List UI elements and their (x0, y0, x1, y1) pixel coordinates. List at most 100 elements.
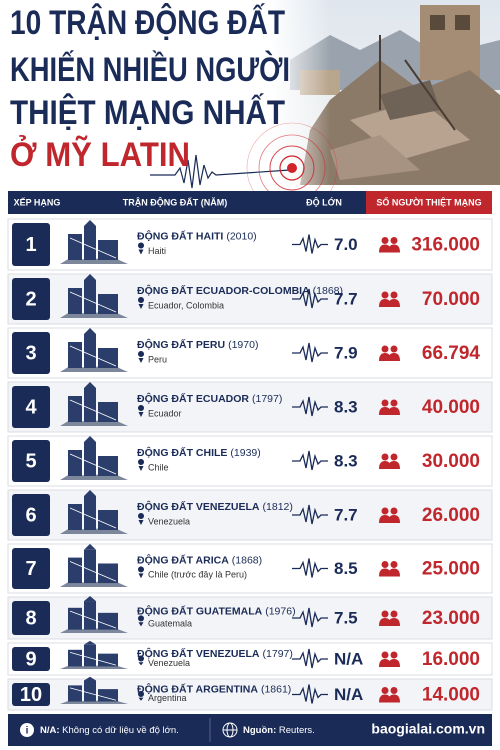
location: Venezuela (148, 516, 190, 526)
head (381, 651, 389, 659)
table-row: 10 ĐỘNG ĐẤT ARGENTINA (1861)Argentina N/A 14… (7, 676, 493, 711)
wave-icon (292, 288, 328, 309)
location: Venezuela (148, 658, 190, 668)
rank: 2 (25, 288, 36, 310)
head (381, 687, 389, 694)
magnitude: 8.5 (334, 559, 358, 578)
roof (84, 220, 96, 226)
crack (69, 561, 117, 582)
pin-icon (138, 615, 145, 627)
table-row: 2 ĐỘNG ĐẤT ECUADOR-COLOMBIA (1868) Ecuador,… (7, 273, 493, 325)
building (98, 510, 118, 530)
rank: 5 (25, 450, 36, 472)
deaths: 16.000 (422, 649, 480, 670)
wave-icon (292, 342, 328, 363)
rank: 9 (25, 648, 36, 670)
crack (69, 507, 117, 529)
location: Guatemala (148, 618, 192, 628)
crack (69, 399, 117, 421)
head (381, 291, 389, 299)
pin-icon (138, 566, 145, 579)
roof (84, 676, 96, 681)
wave-icon (292, 648, 328, 669)
quake-name-main: ĐỘNG ĐẤT VENEZUELA (137, 500, 260, 513)
source-label: Nguồn: (243, 725, 276, 736)
crack (69, 237, 117, 259)
building (68, 557, 82, 584)
pin-icon (138, 512, 145, 525)
building (68, 504, 82, 530)
quake-year: (1797) (252, 393, 282, 405)
head (390, 291, 398, 299)
quake-year: (1970) (228, 339, 258, 351)
magnitude: 8.3 (334, 451, 358, 470)
rank-box (12, 386, 50, 428)
table-row: 9 ĐỘNG ĐẤT VENEZUELA (1797)Venezuela N/A 16.… (7, 640, 493, 676)
wave-icon (292, 234, 328, 254)
magnitude: 7.7 (334, 289, 358, 308)
row-illustration (60, 596, 128, 633)
title-line: 10 TRẬN ĐỘNG ĐẤT (10, 3, 285, 42)
quake-name-main: ĐỘNG ĐẤT PERU (137, 338, 225, 351)
column-header: SỐ NGƯỜI THIỆT MẠNG (376, 196, 481, 207)
head (390, 345, 398, 353)
quake-year: (1939) (230, 447, 260, 459)
rank-box (12, 278, 50, 320)
location: Haiti (148, 246, 166, 256)
building (68, 396, 82, 422)
roof (84, 640, 96, 645)
wave-icon (292, 607, 328, 628)
deaths: 70.000 (422, 289, 480, 310)
deaths: 23.000 (422, 608, 480, 629)
row-illustration (60, 274, 128, 318)
people-icon (379, 507, 400, 523)
rank: 1 (25, 234, 36, 256)
quake-name: ĐỘNG ĐẤT ECUADOR (1797) (137, 392, 282, 405)
building (84, 549, 96, 584)
head (390, 507, 398, 515)
quake-year: (1976) (265, 605, 295, 617)
roof (84, 382, 96, 388)
quake-name-main: ĐỘNG ĐẤT ECUADOR-COLOMBIA (137, 284, 310, 297)
building (84, 601, 96, 630)
quake-year: (1797) (263, 648, 293, 660)
location: Ecuador, Colombia (148, 300, 224, 310)
pin-icon (138, 351, 145, 363)
quake-year: (2010) (226, 230, 256, 242)
head (381, 399, 389, 407)
magnitude: 7.0 (334, 235, 358, 254)
pin-icon (138, 655, 145, 666)
row-illustration (60, 490, 128, 534)
rank: 6 (25, 504, 36, 526)
quake-name-main: ĐỘNG ĐẤT ARICA (137, 553, 229, 566)
row-illustration (60, 436, 128, 480)
crack (69, 610, 117, 629)
rank-box (12, 601, 50, 635)
building (84, 226, 96, 260)
footer-note: N/A: Không có dữ liệu về độ lớn. (40, 725, 179, 736)
quake-name-main: ĐỘNG ĐẤT GUATEMALA (137, 604, 263, 617)
people-icon (379, 237, 400, 253)
deaths: 66.794 (422, 343, 481, 364)
rank: 8 (25, 607, 36, 629)
head (381, 561, 389, 568)
building (84, 680, 96, 702)
wave-icon (292, 396, 328, 417)
location: Chile (148, 462, 169, 472)
quake-name: ĐỘNG ĐẤT VENEZUELA (1797) (137, 647, 293, 660)
pin-icon (138, 297, 145, 309)
building (84, 496, 96, 530)
pin-icon (138, 459, 145, 471)
quake-year: (1812) (263, 501, 293, 513)
rank-box (12, 683, 50, 706)
people-icon (379, 399, 400, 415)
body (379, 353, 400, 361)
deaths: 25.000 (422, 559, 480, 580)
table-row: 4 ĐỘNG ĐẤT ECUADOR (1797) Ecuador 8.3 40.000 (7, 381, 493, 433)
building (68, 234, 82, 260)
row-illustration (60, 676, 128, 704)
crack (69, 651, 117, 666)
location: Chile (trước đây là Peru) (148, 570, 247, 580)
column-header: XẾP HẠNG (14, 197, 61, 207)
deaths: 30.000 (422, 451, 480, 472)
